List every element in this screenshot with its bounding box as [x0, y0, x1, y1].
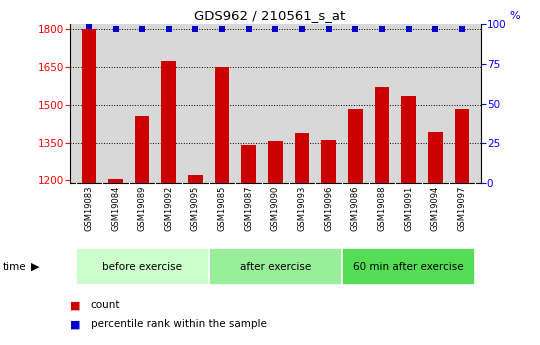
Text: after exercise: after exercise	[240, 262, 311, 272]
Text: GSM19096: GSM19096	[324, 186, 333, 231]
Point	[218, 26, 226, 32]
Bar	[321, 140, 336, 183]
Bar	[428, 132, 443, 183]
Text: ■: ■	[70, 300, 80, 310]
Text: GSM19094: GSM19094	[431, 186, 440, 231]
Point	[431, 26, 440, 32]
Bar	[161, 61, 176, 183]
Text: ■: ■	[70, 319, 80, 329]
Bar	[215, 68, 230, 183]
Point	[325, 26, 333, 32]
Point	[191, 26, 200, 32]
Text: count: count	[91, 300, 120, 310]
Point	[165, 26, 173, 32]
Text: GSM19083: GSM19083	[84, 186, 93, 231]
Bar	[348, 109, 363, 183]
Bar	[135, 116, 150, 183]
Text: GSM19084: GSM19084	[111, 186, 120, 231]
Point	[245, 26, 253, 32]
Text: time: time	[3, 262, 26, 272]
Bar	[401, 96, 416, 183]
Text: GSM19089: GSM19089	[138, 186, 147, 231]
Text: GSM19086: GSM19086	[351, 186, 360, 231]
Point	[138, 26, 146, 32]
Text: GSM19085: GSM19085	[218, 186, 227, 231]
Point	[404, 26, 413, 32]
Bar	[76, 248, 209, 285]
Text: 60 min after exercise: 60 min after exercise	[353, 262, 464, 272]
Bar	[342, 248, 475, 285]
Text: GSM19092: GSM19092	[164, 186, 173, 231]
Point	[377, 26, 386, 32]
Point	[351, 26, 360, 32]
Point	[111, 26, 120, 32]
Bar	[209, 248, 342, 285]
Bar	[241, 145, 256, 183]
Text: percentile rank within the sample: percentile rank within the sample	[91, 319, 267, 329]
Point	[85, 23, 93, 29]
Point	[457, 26, 466, 32]
Text: ▶: ▶	[31, 262, 40, 272]
Text: GDS962 / 210561_s_at: GDS962 / 210561_s_at	[194, 9, 346, 22]
Bar	[295, 133, 309, 183]
Text: before exercise: before exercise	[102, 262, 182, 272]
Bar	[188, 175, 203, 183]
Text: GSM19095: GSM19095	[191, 186, 200, 231]
Text: GSM19087: GSM19087	[244, 186, 253, 231]
Bar	[82, 29, 96, 183]
Bar	[375, 87, 389, 183]
Text: GSM19097: GSM19097	[457, 186, 467, 231]
Point	[271, 26, 280, 32]
Bar	[268, 140, 283, 183]
Text: GSM19091: GSM19091	[404, 186, 413, 231]
Bar	[108, 179, 123, 183]
Text: GSM19088: GSM19088	[377, 186, 387, 231]
Point	[298, 26, 306, 32]
Text: %: %	[509, 11, 520, 21]
Text: GSM19090: GSM19090	[271, 186, 280, 231]
Text: GSM19093: GSM19093	[298, 186, 307, 231]
Bar	[455, 109, 469, 183]
